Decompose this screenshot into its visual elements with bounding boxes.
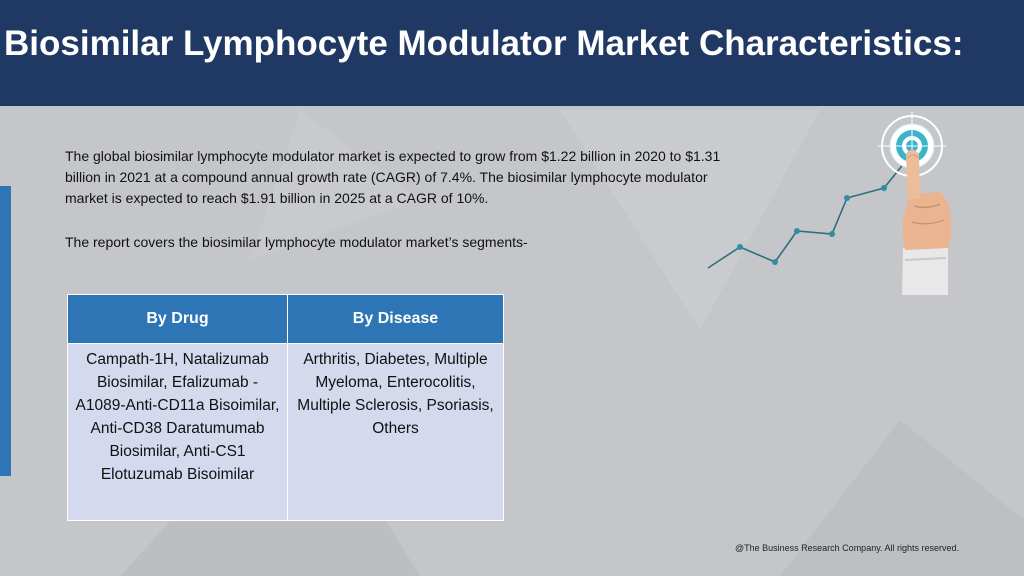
header-by-drug: By Drug bbox=[67, 294, 288, 344]
table-row: Campath-1H, Natalizumab Biosimilar, Efal… bbox=[67, 343, 504, 521]
disease-segments-cell: Arthritis, Diabetes, Multiple Myeloma, E… bbox=[287, 343, 504, 521]
title-bar: Biosimilar Lymphocyte Modulator Market C… bbox=[0, 0, 1024, 106]
drug-segments-cell: Campath-1H, Natalizumab Biosimilar, Efal… bbox=[67, 343, 288, 521]
copyright-footer: @The Business Research Company. All righ… bbox=[735, 543, 960, 553]
side-accent-bar bbox=[0, 186, 11, 476]
header-by-disease: By Disease bbox=[287, 294, 504, 344]
market-intro-text: The global biosimilar lymphocyte modulat… bbox=[65, 148, 721, 206]
growth-chart-hand-target-illustration bbox=[707, 112, 952, 295]
segments-intro-text: The report covers the biosimilar lymphoc… bbox=[65, 234, 528, 250]
segments-table: By Drug By Disease Campath-1H, Natalizum… bbox=[67, 294, 504, 521]
table-header-row: By Drug By Disease bbox=[67, 294, 504, 344]
page-title: Biosimilar Lymphocyte Modulator Market C… bbox=[4, 24, 964, 63]
